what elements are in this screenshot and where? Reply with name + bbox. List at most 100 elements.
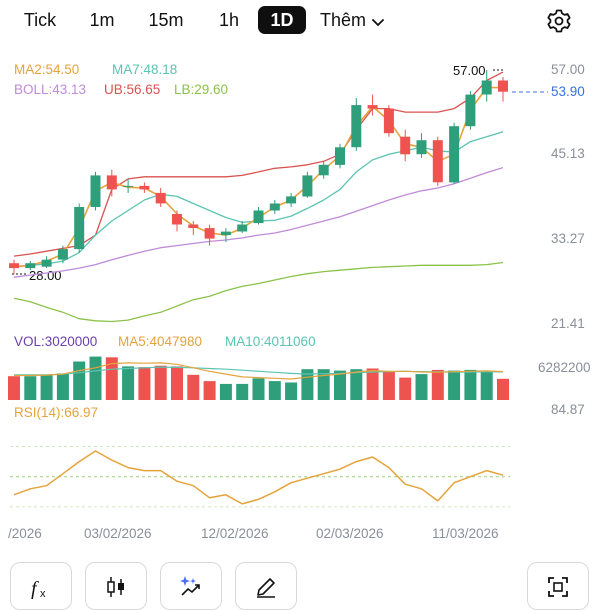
volume-axis-tick: 6282200 xyxy=(538,360,591,375)
candle-body xyxy=(57,249,68,260)
candle-body xyxy=(139,185,150,190)
price-tick: 21.41 xyxy=(551,316,585,331)
candle-body xyxy=(416,140,427,155)
candle-body xyxy=(9,263,19,269)
formula-button[interactable]: f x xyxy=(10,562,72,610)
ma7-line xyxy=(13,131,504,268)
svg-text:x: x xyxy=(40,588,46,599)
candle-body xyxy=(432,140,443,183)
date-label: 03/02/2026 xyxy=(84,526,152,541)
volume-bar xyxy=(73,361,86,400)
candle-body xyxy=(41,259,52,267)
volume-bar xyxy=(317,369,330,400)
volume-bar xyxy=(154,365,167,400)
candle-body xyxy=(188,224,199,228)
lb-label: LB:29.60 xyxy=(174,82,228,97)
volume-bar xyxy=(285,382,298,400)
rsi-panel xyxy=(10,446,510,508)
expand-screen-icon xyxy=(548,577,568,597)
candle-body xyxy=(123,185,134,187)
tab-1h[interactable]: 1h xyxy=(218,10,240,30)
volume-bar xyxy=(334,370,346,400)
ai-button[interactable] xyxy=(160,562,222,610)
price-tick: 57.00 xyxy=(551,62,585,77)
chart-type-button[interactable] xyxy=(85,562,147,610)
volume-bar xyxy=(431,369,444,400)
candle-body xyxy=(253,210,264,224)
low-price-marker: 28.00 xyxy=(29,268,62,283)
ma7-label: MA7:48.18 xyxy=(112,62,177,77)
sparkle-trend-icon xyxy=(180,576,200,596)
candle-body xyxy=(465,94,476,127)
candlestick-icon xyxy=(107,577,124,597)
volume-bar xyxy=(24,376,37,400)
candle-body xyxy=(269,203,280,211)
vol-label: VOL:3020000 xyxy=(14,334,97,349)
volume-bar xyxy=(366,368,379,400)
date-label: /2026 xyxy=(8,526,42,541)
candle-body xyxy=(351,105,362,148)
tab-1d[interactable]: 1D xyxy=(258,6,306,34)
lb-line xyxy=(13,261,504,323)
vol-ma5-line xyxy=(14,362,504,380)
price-chart[interactable]: MA2:54.50 MA7:48.18 BOLL:43.13 UB:56.65 … xyxy=(0,42,600,552)
price-indicator-lines xyxy=(13,71,504,323)
volume-bar xyxy=(105,357,118,400)
candle-body xyxy=(481,80,492,95)
draw-button[interactable] xyxy=(235,562,297,610)
volume-bar xyxy=(268,381,281,400)
candle-body xyxy=(400,136,411,155)
volume-bar xyxy=(8,376,20,400)
boll-line xyxy=(13,166,504,278)
volume-bar xyxy=(40,375,53,400)
volume-bar xyxy=(171,366,183,400)
candle-body xyxy=(155,192,166,204)
volume-bar xyxy=(252,378,265,400)
rsi-line xyxy=(13,450,504,505)
ub-line xyxy=(13,71,504,257)
rsi-label: RSI(14):66.97 xyxy=(14,405,98,420)
candle-body xyxy=(237,224,248,232)
ub-label: UB:56.65 xyxy=(104,82,160,97)
volume-bar xyxy=(415,374,428,400)
svg-text:f: f xyxy=(31,578,39,599)
fullscreen-button[interactable] xyxy=(527,562,589,610)
candle-body xyxy=(286,196,297,204)
boll-label: BOLL:43.13 xyxy=(14,82,86,97)
tab-1m[interactable]: 1m xyxy=(89,10,115,30)
date-label: 12/02/2026 xyxy=(201,526,269,541)
volume-bar xyxy=(236,383,249,400)
high-price-marker: 57.00 xyxy=(453,63,486,78)
candle-body xyxy=(90,175,101,207)
current-price-label: 53.90 xyxy=(551,84,585,99)
candle-body xyxy=(302,175,313,197)
volume-bar xyxy=(187,374,200,400)
date-label: 11/03/2026 xyxy=(432,526,499,541)
candle-body xyxy=(25,263,36,269)
volume-bar xyxy=(497,378,509,400)
pencil-icon xyxy=(257,578,275,598)
tab-tick[interactable]: Tick xyxy=(23,10,57,30)
tab-15m[interactable]: 15m xyxy=(148,10,184,30)
volume-bar xyxy=(203,381,216,400)
date-label: 02/03/2026 xyxy=(316,526,384,541)
tab-more[interactable]: Thêm xyxy=(320,6,400,34)
volume-bars xyxy=(8,356,509,400)
vol-ma10-line xyxy=(14,366,504,376)
volume-bar xyxy=(89,356,102,400)
volume-bar xyxy=(448,370,461,400)
ma2-label: MA2:54.50 xyxy=(14,62,79,77)
volume-bar xyxy=(382,371,395,400)
candle-body xyxy=(220,231,231,236)
chevron-down-icon xyxy=(372,7,384,35)
candle-body xyxy=(498,80,508,92)
candle-body xyxy=(318,164,329,176)
volume-bar xyxy=(350,369,363,400)
vol-ma5-label: MA5:4047980 xyxy=(118,334,202,349)
candle-body xyxy=(449,126,460,183)
gear-icon[interactable] xyxy=(545,7,573,35)
rsi-axis-tick: 84.87 xyxy=(551,402,585,417)
candle-body xyxy=(204,228,215,239)
candlesticks xyxy=(9,70,508,274)
volume-bar xyxy=(219,383,232,400)
